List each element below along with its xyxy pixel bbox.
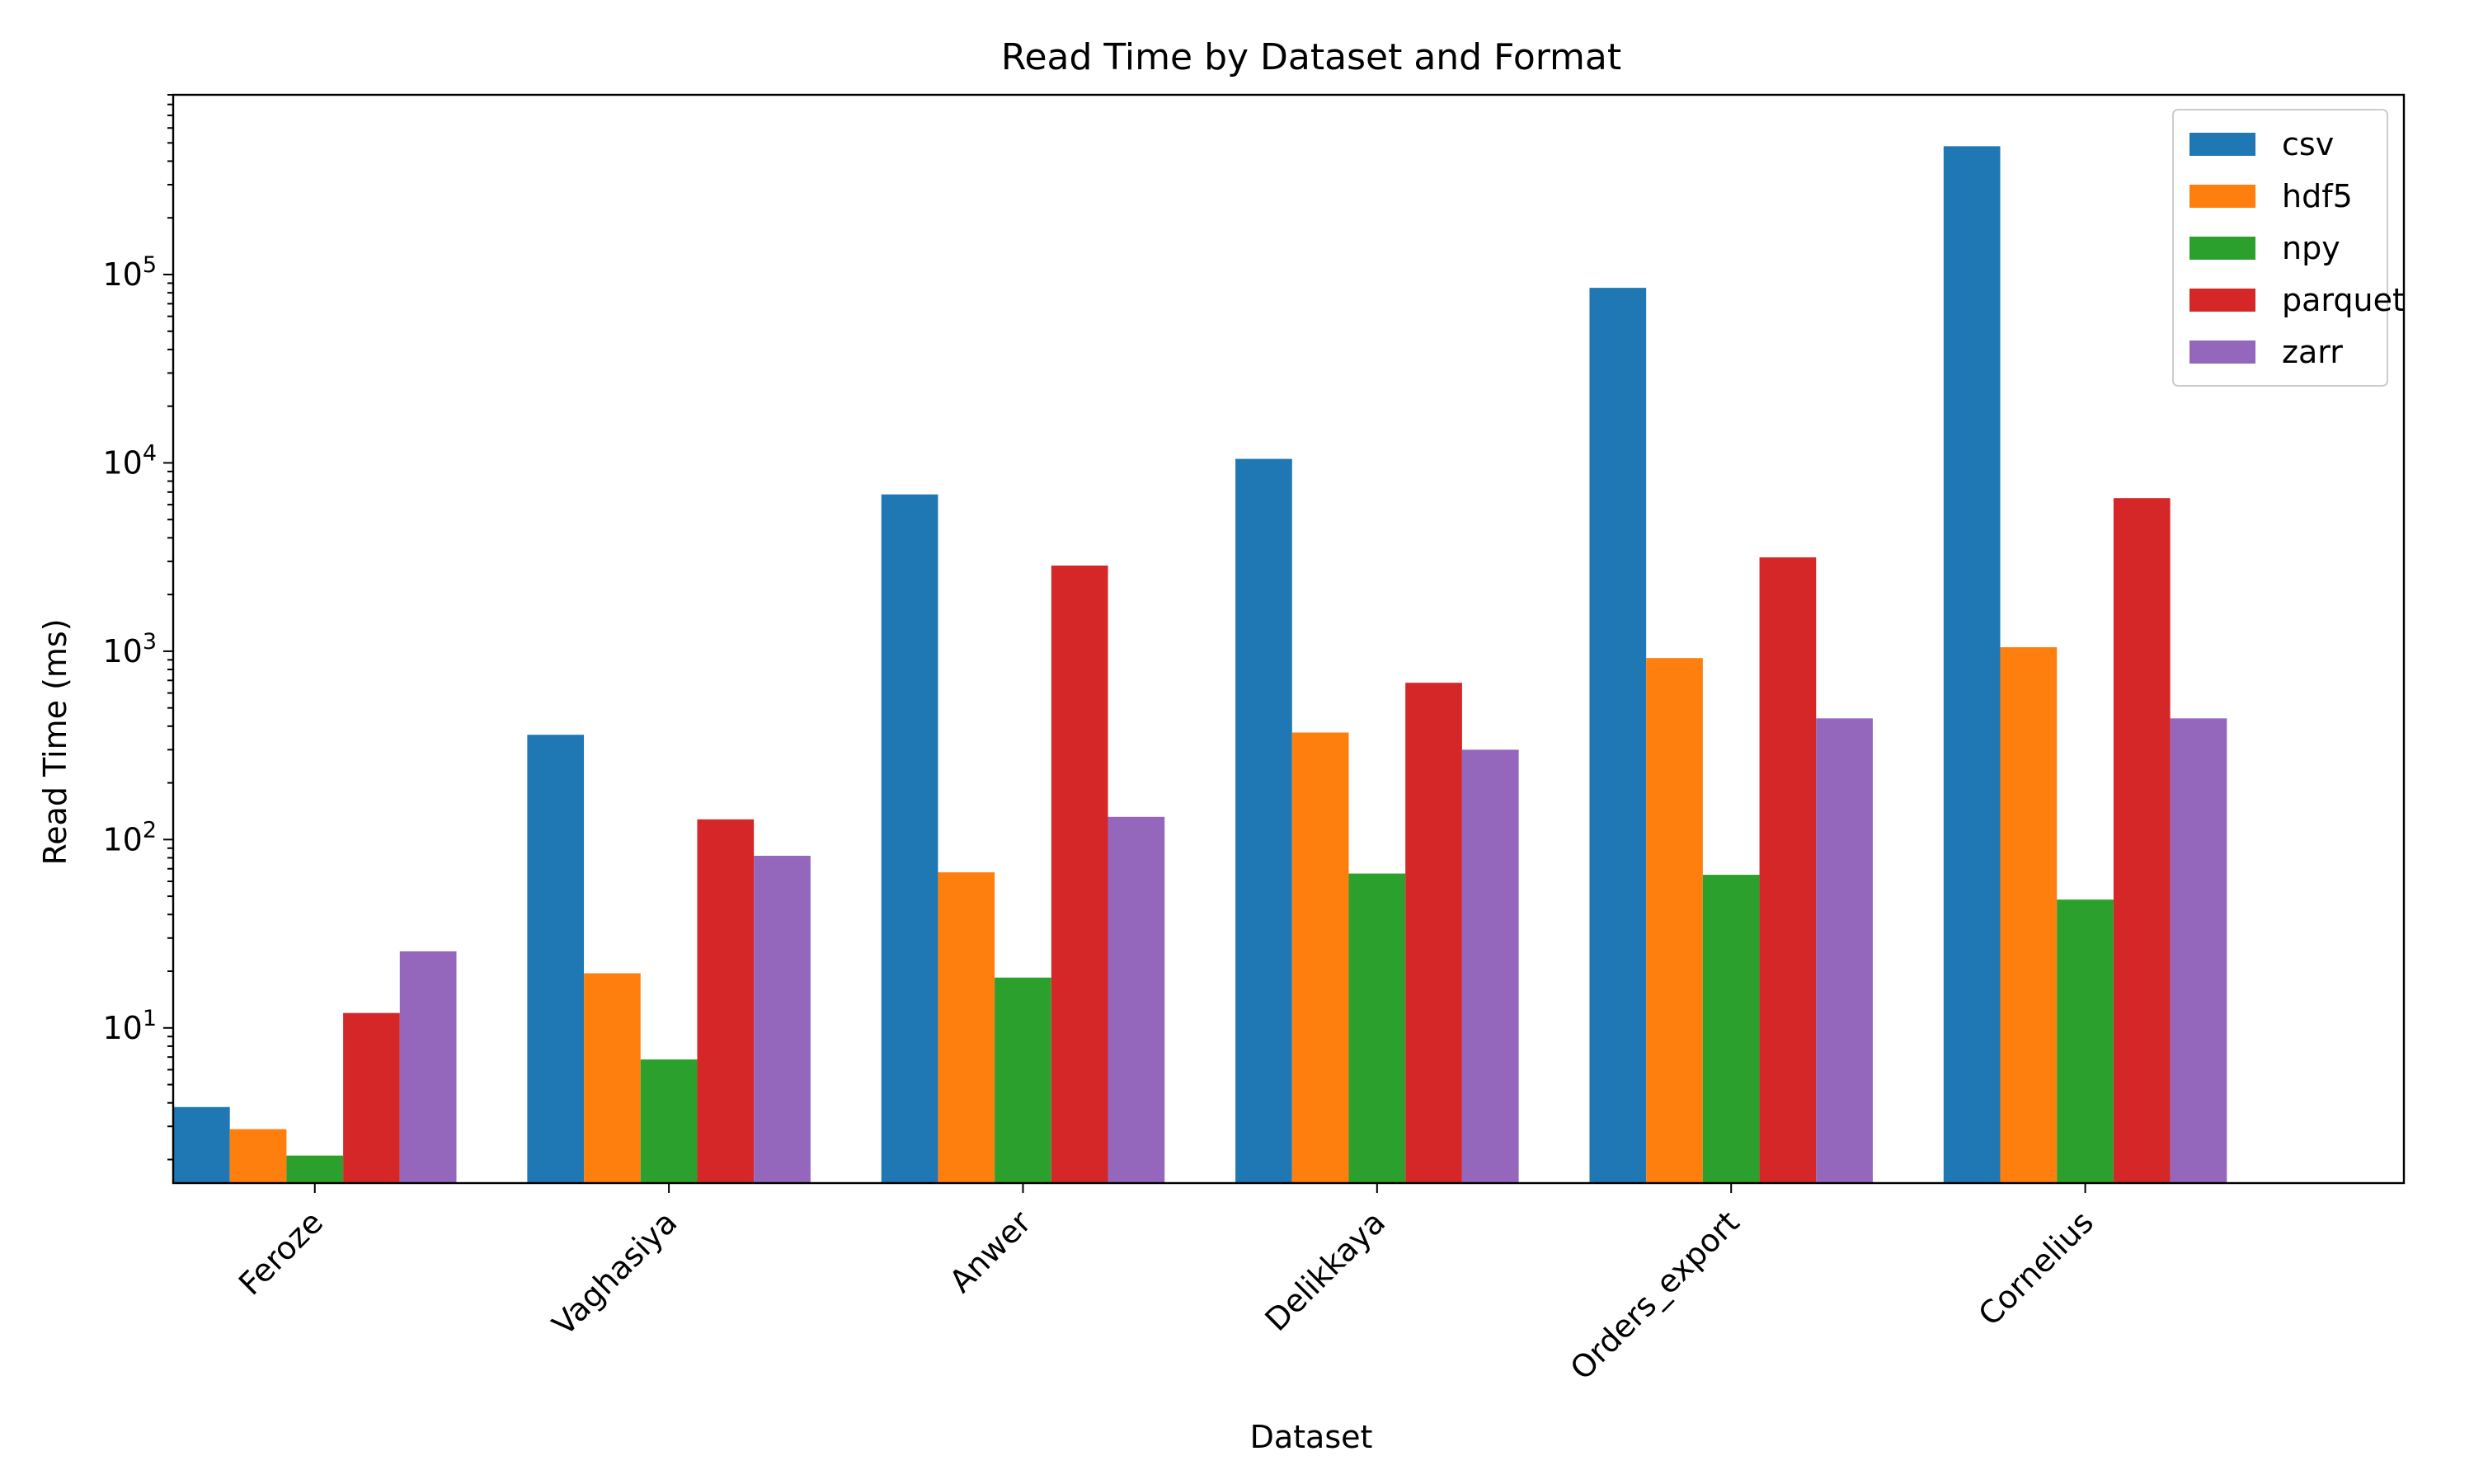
bar-zarr-vaghasiya bbox=[754, 856, 811, 1183]
y-tick-label: 105 bbox=[102, 252, 157, 293]
x-tick-label: Cornelius bbox=[1972, 1204, 2100, 1332]
bar-zarr-delikkaya bbox=[1461, 749, 1519, 1183]
y-axis-label: Read Time (ms) bbox=[37, 618, 73, 865]
bar-parquet-feroze bbox=[343, 1012, 400, 1183]
bar-npy-anwer bbox=[995, 977, 1051, 1183]
bar-hdf5-vaghasiya bbox=[584, 973, 641, 1183]
bar-parquet-anwer bbox=[1051, 565, 1108, 1183]
x-tick-label: Orders_export bbox=[1564, 1204, 1747, 1387]
x-tick-label: Feroze bbox=[232, 1204, 330, 1302]
bar-hdf5-feroze bbox=[229, 1129, 287, 1183]
legend-swatch-parquet bbox=[2189, 289, 2255, 312]
legend-label-parquet: parquet bbox=[2282, 282, 2405, 318]
bar-csv-vaghasiya bbox=[527, 735, 585, 1183]
chart-title: Read Time by Dataset and Format bbox=[1001, 36, 1621, 78]
bar-csv-orders_export bbox=[1589, 288, 1647, 1183]
y-tick-label: 103 bbox=[102, 629, 157, 669]
bar-csv-anwer bbox=[881, 494, 938, 1183]
legend-swatch-csv bbox=[2189, 133, 2255, 156]
bar-hdf5-delikkaya bbox=[1291, 732, 1349, 1183]
bar-npy-vaghasiya bbox=[640, 1059, 698, 1183]
bar-hdf5-cornelius bbox=[2000, 647, 2058, 1183]
x-axis-label: Dataset bbox=[1250, 1419, 1373, 1455]
legend-label-npy: npy bbox=[2282, 230, 2340, 266]
legend-swatch-hdf5 bbox=[2189, 185, 2255, 208]
bar-parquet-delikkaya bbox=[1405, 683, 1462, 1183]
bar-zarr-cornelius bbox=[2170, 718, 2227, 1183]
bars-layer bbox=[173, 146, 2227, 1183]
y-tick-label: 102 bbox=[102, 817, 157, 857]
bar-npy-feroze bbox=[286, 1155, 344, 1183]
bar-csv-cornelius bbox=[1943, 146, 2001, 1183]
y-tick-label: 104 bbox=[102, 440, 157, 481]
bar-npy-orders_export bbox=[1702, 875, 1760, 1183]
bar-csv-feroze bbox=[173, 1106, 230, 1183]
x-tick-label: Vaghasiya bbox=[545, 1204, 684, 1342]
legend-label-csv: csv bbox=[2282, 126, 2334, 162]
legend: csv hdf5 npy parquet zarr bbox=[2172, 109, 2405, 387]
legend-swatch-zarr bbox=[2189, 340, 2255, 364]
legend-label-hdf5: hdf5 bbox=[2282, 178, 2353, 214]
legend-label-zarr: zarr bbox=[2282, 334, 2343, 370]
bar-hdf5-anwer bbox=[938, 872, 995, 1183]
bar-zarr-anwer bbox=[1108, 816, 1165, 1183]
y-tick-label: 101 bbox=[102, 1006, 157, 1046]
bar-parquet-cornelius bbox=[2113, 498, 2171, 1183]
bar-csv-delikkaya bbox=[1235, 458, 1292, 1183]
bar-parquet-vaghasiya bbox=[697, 819, 755, 1183]
bar-npy-delikkaya bbox=[1348, 873, 1406, 1183]
legend-box bbox=[2172, 109, 2388, 387]
x-tick-label: Anwer bbox=[943, 1204, 1038, 1299]
legend-swatch-npy bbox=[2189, 237, 2255, 260]
x-tick-label: Delikkaya bbox=[1258, 1204, 1392, 1338]
bar-parquet-orders_export bbox=[1759, 557, 1817, 1183]
bar-zarr-orders_export bbox=[1816, 718, 1873, 1183]
bar-zarr-feroze bbox=[399, 951, 457, 1183]
plot-frame bbox=[172, 93, 2406, 1185]
bar-hdf5-orders_export bbox=[1646, 658, 1703, 1183]
bar-npy-cornelius bbox=[2057, 899, 2114, 1183]
